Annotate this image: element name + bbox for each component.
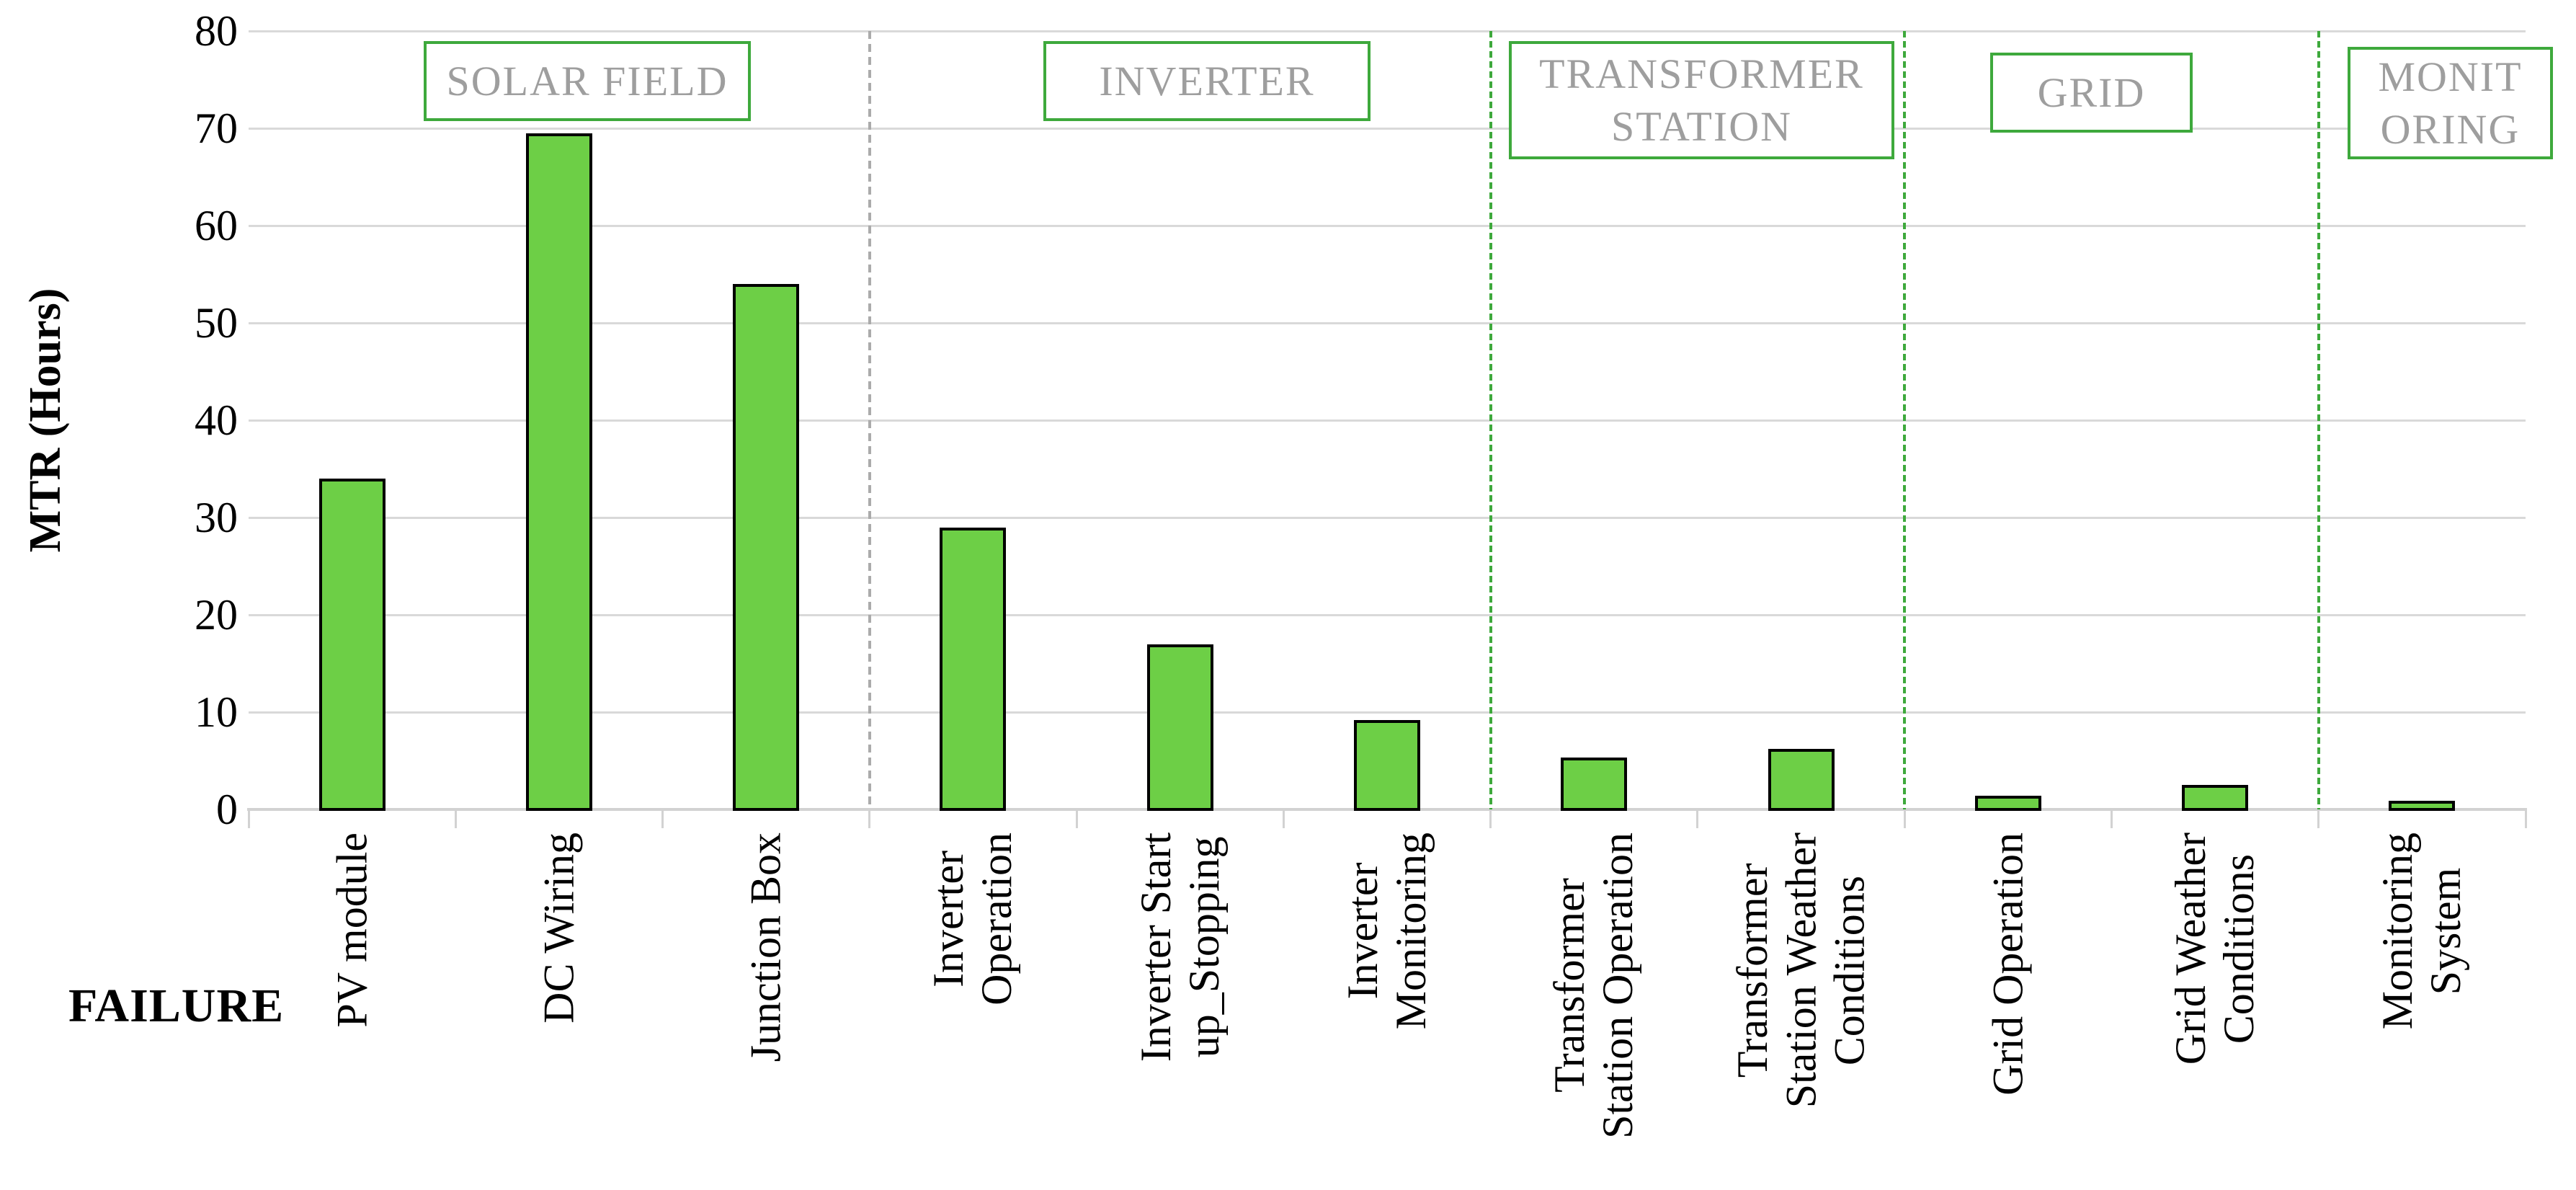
y-axis-tick-label: 70 — [195, 105, 238, 152]
category-label: Monitoring System — [2374, 832, 2470, 1030]
x-axis-tick-mark — [2524, 809, 2527, 828]
category-label: Inverter Start up_Stopping — [1131, 832, 1228, 1062]
x-axis-tick-mark — [1282, 809, 1285, 828]
x-axis-tick-mark — [1696, 809, 1699, 828]
x-axis-tick-mark — [2317, 809, 2320, 828]
gridline — [249, 711, 2526, 714]
y-axis-tick-label: 40 — [195, 396, 238, 444]
group-box: MONIT ORING — [2348, 47, 2553, 159]
category-label: Inverter Monitoring — [1338, 832, 1435, 1030]
y-axis-tick-label: 60 — [195, 202, 238, 249]
y-axis-tick-label: 0 — [216, 786, 238, 833]
y-axis-tick-label: 20 — [195, 591, 238, 639]
x-axis-tick-mark — [454, 809, 457, 828]
y-axis-tick-label: 30 — [195, 494, 238, 541]
bar — [940, 527, 1007, 811]
gridline — [249, 613, 2526, 616]
x-axis-tick-mark — [1903, 809, 1906, 828]
bar — [733, 284, 800, 811]
bar — [2182, 785, 2249, 811]
bar — [2389, 800, 2456, 811]
x-axis-tick-mark — [661, 809, 664, 828]
category-label: PV module — [328, 832, 376, 1028]
category-label: Transformer Station Weather Conditions — [1728, 832, 1873, 1109]
category-label: Transformer Station Operation — [1546, 832, 1642, 1139]
bar — [1561, 758, 1628, 811]
group-separator — [1489, 31, 1492, 809]
y-axis-tick-label: 10 — [195, 688, 238, 736]
category-label: Junction Box — [741, 832, 790, 1062]
bar — [525, 133, 592, 811]
group-box: GRID — [1990, 53, 2193, 133]
x-axis-title: FAILURE — [68, 980, 285, 1032]
group-separator — [1903, 31, 1907, 809]
bar — [1354, 719, 1420, 811]
gridline — [249, 516, 2526, 519]
x-axis-tick-mark — [2110, 809, 2113, 828]
category-label: Grid Operation — [1984, 832, 2032, 1096]
group-box: SOLAR FIELD — [424, 41, 751, 121]
gridline — [249, 321, 2526, 324]
gridline — [249, 419, 2526, 422]
y-axis-tick-label: 80 — [195, 7, 238, 55]
x-axis-tick-mark — [1075, 809, 1078, 828]
bar — [1974, 796, 2041, 811]
group-box: TRANSFORMER STATION — [1509, 41, 1894, 159]
group-box: INVERTER — [1043, 41, 1371, 121]
group-separator — [2317, 31, 2320, 809]
gridline — [249, 224, 2526, 227]
bar — [318, 479, 385, 811]
y-axis-tick-label: 50 — [195, 299, 238, 347]
category-label: Inverter Operation — [924, 832, 1021, 1005]
bar — [1146, 644, 1213, 811]
gridline — [249, 30, 2526, 32]
x-axis-tick-mark — [868, 809, 871, 828]
gridline — [249, 127, 2526, 130]
category-label: DC Wiring — [535, 832, 583, 1024]
x-axis-tick-mark — [247, 809, 250, 828]
bar — [1768, 749, 1835, 811]
x-axis-tick-mark — [1489, 809, 1492, 828]
group-separator — [868, 31, 871, 809]
category-label: Grid Weather Conditions — [2166, 832, 2263, 1065]
